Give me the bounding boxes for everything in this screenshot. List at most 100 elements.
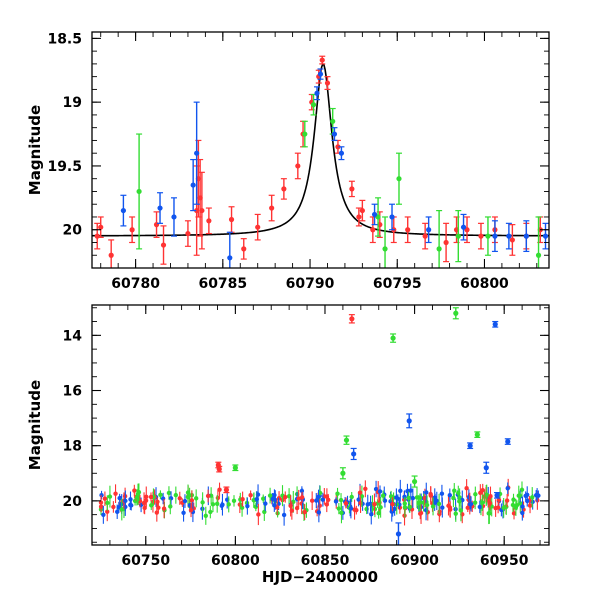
bottom-band-point [501,505,506,511]
bottom-band-point [281,512,287,518]
top-point [523,233,529,239]
bottom-band-point [302,509,307,515]
top-ytick-label: 18.5 [47,31,82,47]
bottom-band-point [424,502,430,508]
bottom-band-point [410,495,416,501]
bottom-band-point [484,492,489,497]
bottom-series-blue [350,320,511,545]
top-point [389,214,395,220]
bottom-band-point [423,508,429,513]
bottom-band-point [357,490,363,495]
bottom-series-green [232,307,481,488]
bottom-xtick-label: 60900 [390,553,439,569]
bottom-band-point [248,493,253,498]
top-point [356,214,362,220]
bottom-band-point [113,491,118,496]
bottom-band-point [132,488,137,493]
bottom-point [223,487,230,493]
bottom-band-point [102,496,108,501]
bottom-xlabel: HJD−2400000 [262,568,378,586]
bottom-band-point [217,487,222,492]
bottom-band-point [495,505,501,510]
bottom-point [494,492,500,498]
top-point [269,205,275,211]
bottom-xtick-label: 60750 [121,553,170,569]
bottom-band-point [533,493,539,498]
bottom-band-point [417,500,423,505]
bottom-band-point [299,488,305,494]
bottom-band-point [317,503,322,508]
bottom-band-point [166,490,172,496]
bottom-band-point [407,504,412,510]
bottom-band-point [487,500,493,506]
bottom-band-point [289,508,295,513]
bottom-band-point [107,494,113,499]
top-point [228,216,235,223]
bottom-band-point [261,496,266,501]
bottom-band-point [215,501,220,507]
top-point [194,150,200,156]
top-point [199,207,205,214]
bottom-band-point [359,494,365,499]
top-point [227,255,233,261]
bottom-plot-frame [91,304,550,546]
bottom-band-point [263,501,268,506]
bottom-band-point [296,496,301,501]
bottom-point [505,438,511,445]
bottom-band-point [530,495,535,500]
top-point [455,233,461,239]
bottom-band-point [447,493,453,498]
bottom-band-point [478,490,483,496]
bottom-band-point [428,493,433,498]
bottom-band-point [390,501,395,507]
bottom-band-point [349,494,354,500]
bottom-band-point [309,498,315,503]
top-xtick-label: 60795 [373,276,422,292]
bottom-band-point [504,498,510,503]
bottom-band-point [511,497,516,502]
bottom-band-point [394,495,399,500]
bottom-band-point [457,499,462,504]
top-point [324,80,331,86]
bottom-band-point [189,498,195,503]
bottom-band-point [473,492,478,497]
top-point [98,224,104,230]
top-point [157,205,163,211]
top-point [359,207,365,214]
top-point [535,252,542,258]
bottom-point [390,335,396,341]
bottom-band-point [382,498,388,503]
bottom-band-point [267,493,273,498]
bottom-band-point [182,498,188,504]
bottom-band-point [154,510,160,515]
top-ytick-label: 20 [63,223,83,239]
bottom-band-point [456,490,461,496]
bottom-band-point [527,503,533,508]
top-ytick-label: 19.5 [47,159,82,175]
bottom-band-point [439,491,445,496]
bottom-band-point [200,500,205,505]
bottom-point [483,465,489,471]
top-point [338,150,345,156]
bottom-band-point [105,509,110,514]
bottom-band-point [380,493,386,498]
bottom-band-point [354,507,359,513]
bottom-point [395,531,402,537]
top-xtick-label: 60785 [198,276,247,292]
bottom-band-point [117,495,122,501]
bottom-band-point [272,503,277,508]
bottom-band-point [168,496,174,501]
bottom-band-point [510,502,516,508]
top-point [160,242,167,248]
top-series-green [136,93,542,268]
bottom-band-point [488,494,493,499]
top-point [317,71,324,77]
bottom-band-point [294,505,300,511]
bottom-band-point [477,504,483,510]
bottom-band-point [376,510,381,516]
bottom-band-point [365,502,370,507]
bottom-band-point [220,502,225,507]
bottom-band-point [129,503,134,508]
bottom-band-point [467,502,473,507]
top-xtick-label: 60790 [286,276,335,292]
